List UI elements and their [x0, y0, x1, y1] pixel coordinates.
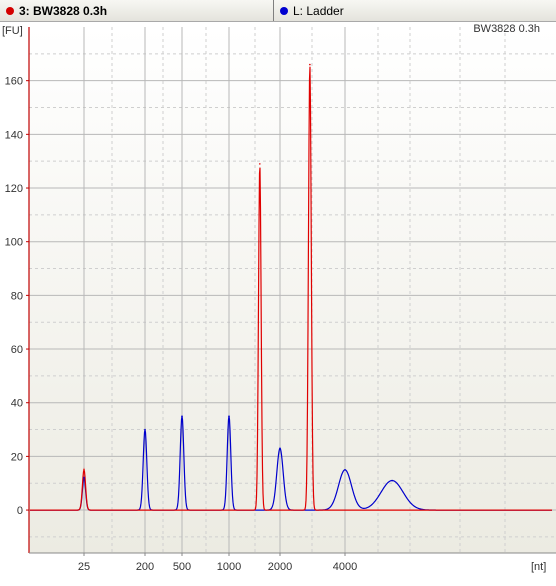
ladder-dot-icon — [280, 6, 288, 15]
x-tick-label: 25 — [78, 561, 90, 573]
y-tick-label: 20 — [11, 451, 23, 463]
ladder-peak-point — [279, 447, 281, 450]
ladder-peak-point — [391, 479, 393, 482]
x-axis-unit: [nt] — [531, 561, 546, 573]
electropherogram-chart: 0 20 40 60 80 100 120 140 160 25 200 500 1000 2000 400… — [2, 23, 556, 573]
x-tick-label: 200 — [136, 561, 154, 573]
x-tick-label: 1000 — [217, 561, 241, 573]
ladder-peak-point — [228, 415, 230, 417]
ladder-peak-point — [344, 469, 346, 471]
y-axis-unit: [FU] — [2, 25, 23, 37]
y-tick-label: 140 — [5, 129, 23, 141]
x-tick-label: 4000 — [333, 561, 357, 573]
traces — [30, 63, 552, 511]
tab-sample[interactable]: 3: BW3828 0.3h — [0, 0, 272, 21]
ladder-peak-point — [83, 477, 85, 479]
x-tick-label: 2000 — [268, 561, 292, 573]
plot-area — [29, 27, 556, 553]
axes: 0 20 40 60 80 100 120 140 160 25 200 500 1000 2000 400… — [5, 27, 556, 573]
tab-bar: 3: BW3828 0.3h L: Ladder — [0, 0, 556, 22]
y-tick-label: 0 — [17, 505, 23, 517]
x-tick-label: 500 — [173, 561, 191, 573]
chart-title: BW3828 0.3h — [473, 23, 540, 35]
sample-peak-point — [83, 469, 85, 471]
y-tick-label: 80 — [11, 290, 23, 302]
y-tick-label: 60 — [11, 344, 23, 356]
tab-ladder-label: L: Ladder — [293, 3, 344, 18]
sample-peak-point — [309, 63, 311, 66]
sample-trace — [30, 66, 552, 511]
y-tick-label: 120 — [5, 183, 23, 195]
tab-ladder[interactable]: L: Ladder — [273, 0, 556, 21]
grid — [29, 27, 556, 553]
y-tick-label: 40 — [11, 398, 23, 410]
y-tick-label: 100 — [5, 237, 23, 249]
ladder-peak-point — [144, 428, 146, 431]
sample-dot-icon — [6, 6, 14, 15]
sample-peak-point — [259, 163, 261, 165]
ladder-peak-point — [181, 415, 183, 417]
tab-sample-label: 3: BW3828 0.3h — [19, 3, 108, 18]
y-tick-label: 160 — [5, 76, 23, 88]
